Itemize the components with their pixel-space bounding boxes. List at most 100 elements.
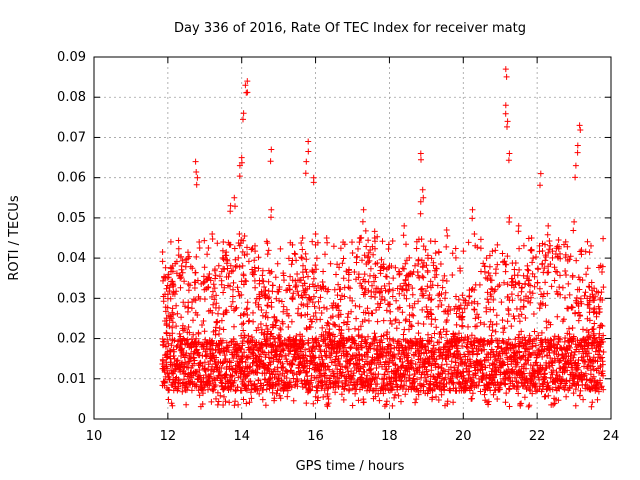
data-point — [599, 338, 606, 345]
data-point — [212, 272, 219, 279]
data-point — [573, 294, 580, 301]
data-point — [306, 295, 313, 302]
data-point — [399, 286, 405, 293]
data-point — [509, 297, 516, 304]
data-point — [444, 317, 450, 324]
data-point — [244, 89, 251, 96]
data-point — [216, 273, 223, 280]
data-point — [272, 318, 279, 325]
data-point — [563, 346, 570, 353]
data-point — [223, 260, 230, 267]
data-point — [169, 268, 176, 275]
data-point — [180, 363, 187, 370]
data-point — [196, 245, 203, 251]
data-point — [225, 347, 232, 353]
data-point — [283, 375, 290, 381]
data-point — [322, 336, 329, 342]
data-point — [403, 257, 410, 264]
y-tick-label: 0 — [78, 412, 86, 427]
data-point — [419, 273, 426, 280]
data-point — [500, 359, 507, 366]
data-point — [393, 297, 400, 304]
data-point — [417, 335, 424, 342]
data-point — [539, 293, 546, 300]
data-point — [232, 256, 239, 263]
data-point — [319, 279, 326, 285]
data-point — [435, 303, 442, 310]
data-point — [338, 391, 345, 398]
data-point — [515, 384, 521, 391]
data-point — [498, 299, 505, 306]
data-point — [193, 181, 200, 188]
data-point — [307, 387, 314, 393]
data-point — [468, 300, 475, 307]
data-point — [587, 362, 594, 369]
data-point — [220, 256, 227, 263]
data-point — [310, 343, 317, 350]
data-point — [564, 257, 571, 264]
data-point — [385, 246, 392, 252]
data-point — [361, 271, 368, 278]
data-point — [543, 254, 549, 260]
data-point — [524, 273, 531, 280]
data-point — [393, 325, 400, 332]
data-point — [332, 362, 339, 369]
data-point — [236, 173, 243, 180]
data-point — [302, 346, 309, 353]
data-point — [575, 357, 582, 363]
data-point — [325, 400, 332, 407]
data-point — [345, 267, 352, 274]
data-point — [205, 245, 212, 251]
data-point — [168, 342, 175, 349]
data-point — [164, 282, 171, 289]
data-point — [551, 333, 558, 340]
data-point — [514, 359, 521, 366]
data-point — [297, 369, 304, 375]
data-point — [531, 273, 538, 280]
data-point — [367, 247, 374, 253]
data-point — [242, 277, 249, 284]
grid-lines — [94, 57, 611, 419]
data-point — [174, 357, 181, 364]
data-point — [424, 390, 431, 397]
data-point — [492, 356, 499, 363]
data-point — [194, 277, 201, 284]
data-point — [588, 242, 594, 249]
data-point — [268, 330, 275, 337]
data-point — [331, 333, 338, 340]
data-point — [582, 289, 589, 296]
data-point — [515, 390, 522, 397]
data-point — [542, 257, 549, 264]
data-point — [201, 264, 208, 271]
data-point — [597, 295, 604, 301]
data-point — [431, 274, 438, 281]
data-point — [522, 280, 529, 287]
data-point — [217, 392, 224, 399]
data-point — [251, 277, 258, 284]
data-point — [359, 344, 365, 351]
data-point — [324, 391, 331, 397]
data-point — [493, 312, 500, 319]
data-point — [296, 277, 303, 284]
data-point — [236, 231, 243, 237]
data-point — [469, 395, 475, 402]
data-point — [481, 268, 488, 275]
data-point — [227, 386, 234, 393]
data-point — [311, 303, 318, 310]
data-point — [352, 325, 358, 332]
data-point — [302, 266, 309, 273]
data-point — [203, 352, 210, 358]
data-point — [559, 284, 566, 291]
data-point — [424, 309, 431, 316]
data-point — [413, 396, 420, 403]
data-point — [182, 303, 188, 310]
data-point — [253, 339, 260, 346]
data-point — [545, 269, 552, 276]
data-point — [484, 296, 491, 303]
data-point — [218, 317, 225, 324]
data-point — [539, 248, 546, 254]
y-tick-label: 0.06 — [57, 171, 86, 186]
data-point — [259, 396, 266, 403]
data-point — [235, 288, 242, 295]
data-point — [426, 292, 433, 298]
